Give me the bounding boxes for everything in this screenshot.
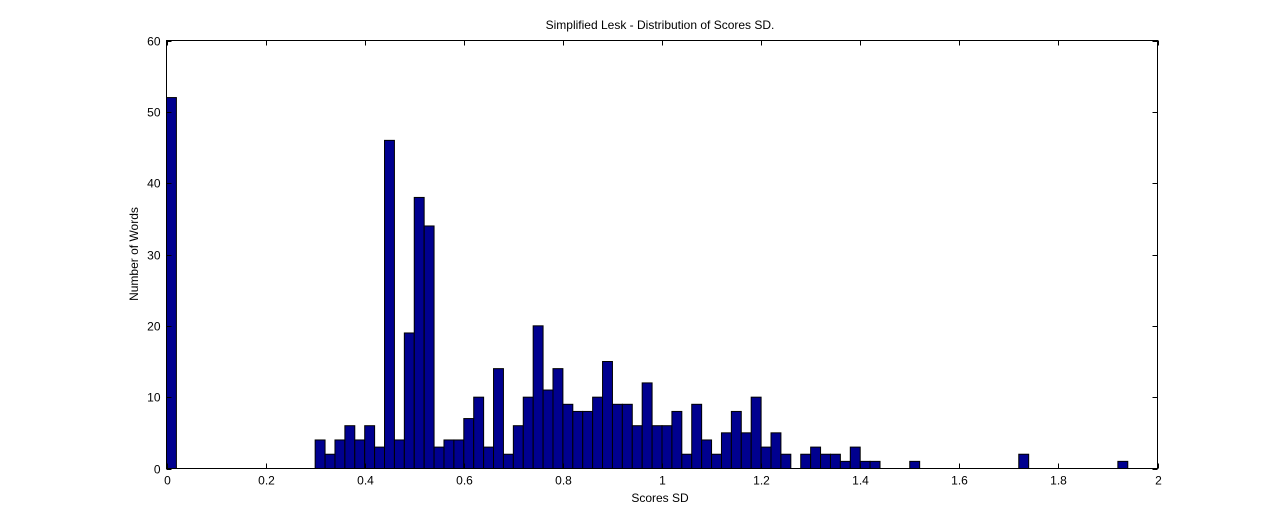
- histogram-bar: [542, 389, 554, 469]
- y-tick-label: 10: [147, 391, 161, 405]
- histogram-bar: [413, 196, 425, 470]
- histogram-bar: [849, 446, 861, 470]
- histogram-bar: [869, 460, 881, 470]
- histogram-bar: [552, 368, 564, 469]
- histogram-bar: [483, 446, 495, 470]
- x-tick-label: 0: [164, 474, 171, 488]
- histogram-bar: [403, 332, 415, 470]
- histogram-bar: [611, 403, 623, 469]
- histogram-bar: [374, 446, 386, 470]
- histogram-bar: [839, 460, 851, 470]
- histogram-bar: [393, 439, 405, 470]
- histogram-bar: [592, 396, 604, 469]
- x-tick-label: 1.6: [951, 474, 968, 488]
- histogram-bar: [443, 439, 455, 470]
- histogram-bar: [750, 396, 762, 469]
- histogram-bar: [820, 453, 831, 470]
- histogram-bar: [681, 453, 693, 470]
- x-tick-label: 0.8: [555, 474, 572, 488]
- histogram-bar: [453, 439, 465, 470]
- histogram-bar: [641, 382, 653, 469]
- x-tick-label: 1.2: [753, 474, 770, 488]
- histogram-bar: [1117, 460, 1129, 470]
- x-tick-label: 0.4: [357, 474, 374, 488]
- histogram-bar: [711, 453, 722, 470]
- histogram-bar: [740, 432, 752, 470]
- histogram-bar: [661, 425, 673, 470]
- histogram-bar: [166, 97, 177, 469]
- histogram-bar: [502, 453, 514, 470]
- y-tick-label: 60: [147, 35, 161, 49]
- histogram-bar: [423, 225, 435, 469]
- histogram-bar: [829, 453, 841, 470]
- x-tick-label: 1: [659, 474, 666, 488]
- histogram-bar: [720, 432, 732, 470]
- x-tick-label: 1.8: [1050, 474, 1067, 488]
- histogram-bar: [463, 418, 475, 470]
- histogram-bar: [770, 432, 782, 470]
- histogram-bar: [909, 460, 921, 470]
- histogram-bar: [334, 439, 346, 470]
- histogram-bar: [651, 425, 663, 470]
- y-tick-label: 0: [154, 463, 161, 477]
- x-tick-label: 1.4: [852, 474, 869, 488]
- histogram-bar: [859, 460, 871, 470]
- histogram-bar: [493, 368, 504, 469]
- histogram-bar: [354, 439, 366, 470]
- x-tick-label: 0.2: [258, 474, 275, 488]
- histogram-bar: [760, 446, 772, 470]
- histogram-bar: [344, 425, 356, 470]
- histogram-bar: [730, 410, 742, 469]
- histogram-bar: [780, 453, 792, 470]
- histogram-bar: [562, 403, 574, 469]
- histogram-bar: [621, 403, 633, 469]
- histogram-bar: [631, 425, 643, 470]
- histogram-bar: [691, 403, 703, 469]
- histogram-bar: [324, 453, 336, 470]
- histogram-bar: [1018, 453, 1030, 470]
- chart-title: Simplified Lesk - Distribution of Scores…: [546, 18, 775, 32]
- histogram-bar: [800, 453, 812, 470]
- x-tick-label: 0.6: [456, 474, 473, 488]
- histogram-bar: [602, 361, 613, 469]
- histogram-bar: [384, 139, 395, 469]
- histogram-bar: [314, 439, 326, 470]
- y-tick-label: 40: [147, 177, 161, 191]
- histogram-bar: [364, 425, 376, 470]
- histogram-bar: [522, 396, 534, 469]
- histogram-bar: [532, 325, 544, 470]
- bars-group: [166, 97, 1129, 470]
- y-tick-label: 30: [147, 249, 161, 263]
- histogram-bar: [810, 446, 822, 470]
- histogram-bar: [572, 410, 584, 469]
- histogram-bar: [701, 439, 713, 470]
- histogram-bar: [671, 410, 683, 469]
- x-tick-label: 2: [1155, 474, 1162, 488]
- histogram-bar: [582, 410, 594, 469]
- histogram-bar: [512, 425, 524, 470]
- x-axis-label: Scores SD: [631, 491, 689, 505]
- y-tick-label: 20: [147, 320, 161, 334]
- y-tick-label: 50: [147, 106, 161, 120]
- histogram-bar: [473, 396, 485, 469]
- plot-area-frame: [166, 40, 1158, 469]
- histogram-bar: [433, 446, 445, 470]
- y-axis-label: Number of Words: [127, 207, 141, 301]
